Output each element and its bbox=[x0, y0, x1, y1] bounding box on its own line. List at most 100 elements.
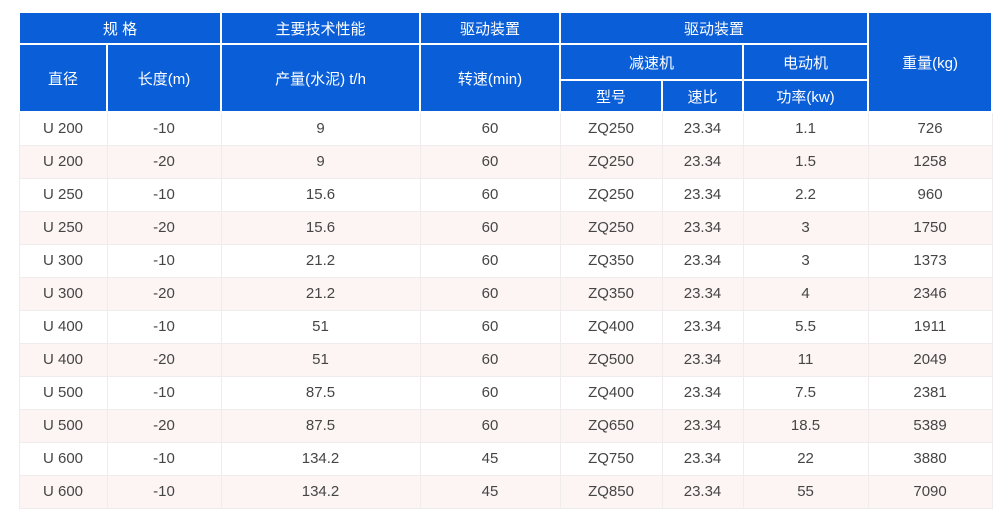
table-cell: U 500 bbox=[18, 375, 108, 410]
table-cell: 7.5 bbox=[742, 375, 869, 410]
table-row: U 600 -10 134.2 45 ZQ850 23.34 55 7090 bbox=[18, 474, 993, 509]
table-cell: 87.5 bbox=[220, 408, 421, 443]
table-cell: ZQ500 bbox=[559, 342, 663, 377]
table-cell: ZQ350 bbox=[559, 276, 663, 311]
table-row: U 400 -20 51 60 ZQ500 23.34 11 2049 bbox=[18, 342, 993, 377]
header-diameter: 直径 bbox=[18, 43, 108, 113]
table-cell: 3880 bbox=[867, 441, 993, 476]
table-cell: -20 bbox=[106, 144, 222, 179]
table-cell: 15.6 bbox=[220, 210, 421, 245]
header-output: 产量(水泥) t/h bbox=[220, 43, 422, 113]
table-cell: ZQ650 bbox=[559, 408, 663, 443]
table-cell: ZQ350 bbox=[559, 243, 663, 278]
table-cell: 60 bbox=[419, 309, 561, 344]
table-cell: 960 bbox=[867, 177, 993, 212]
header-motor: 电动机 bbox=[742, 43, 870, 81]
table-cell: ZQ250 bbox=[559, 177, 663, 212]
table-cell: -10 bbox=[106, 111, 222, 146]
header-reducer: 减速机 bbox=[559, 43, 745, 81]
table-cell: 2049 bbox=[867, 342, 993, 377]
table-cell: 23.34 bbox=[661, 474, 744, 509]
table-cell: U 400 bbox=[18, 309, 108, 344]
table-row: U 250 -20 15.6 60 ZQ250 23.34 3 1750 bbox=[18, 210, 993, 245]
table-cell: 23.34 bbox=[661, 144, 744, 179]
table-cell: 23.34 bbox=[661, 441, 744, 476]
table-cell: 60 bbox=[419, 111, 561, 146]
table-cell: 23.34 bbox=[661, 177, 744, 212]
table-cell: 9 bbox=[220, 111, 421, 146]
table-cell: -10 bbox=[106, 309, 222, 344]
table-cell: -10 bbox=[106, 177, 222, 212]
table-cell: 87.5 bbox=[220, 375, 421, 410]
table-row: U 600 -10 134.2 45 ZQ750 23.34 22 3880 bbox=[18, 441, 993, 476]
table-header: 规 格 主要技术性能 驱动装置 驱动装置 重量(kg) 直径 长度(m) 产量(… bbox=[17, 11, 994, 113]
table-cell: -20 bbox=[106, 276, 222, 311]
table-cell: 55 bbox=[742, 474, 869, 509]
table-cell: U 500 bbox=[18, 408, 108, 443]
table-cell: 23.34 bbox=[661, 408, 744, 443]
header-row-3: 型号 速比 功率(kw) bbox=[19, 79, 992, 113]
table-cell: 134.2 bbox=[220, 441, 421, 476]
table-cell: 60 bbox=[419, 144, 561, 179]
table-cell: 21.2 bbox=[220, 243, 421, 278]
table-cell: U 300 bbox=[18, 243, 108, 278]
table-cell: 134.2 bbox=[220, 474, 421, 509]
table-cell: 51 bbox=[220, 342, 421, 377]
table-row: U 200 -10 9 60 ZQ250 23.34 1.1 726 bbox=[18, 111, 993, 146]
table-cell: 18.5 bbox=[742, 408, 869, 443]
header-row-2: 直径 长度(m) 产量(水泥) t/h 转速(min) 减速机 电动机 bbox=[18, 43, 992, 113]
table-cell: 2346 bbox=[867, 276, 993, 311]
table-cell: 2.2 bbox=[742, 177, 869, 212]
table-cell: ZQ250 bbox=[559, 144, 663, 179]
table-cell: 60 bbox=[419, 210, 561, 245]
table-cell: U 600 bbox=[18, 474, 108, 509]
table-body: U 200 -10 9 60 ZQ250 23.34 1.1 726 U 200 -20 9 60 ZQ… bbox=[18, 111, 993, 509]
table-cell: 23.34 bbox=[661, 243, 744, 278]
table-row: U 400 -10 51 60 ZQ400 23.34 5.5 1911 bbox=[18, 309, 993, 344]
table-cell: 1.1 bbox=[742, 111, 869, 146]
table-cell: -20 bbox=[106, 210, 222, 245]
table-cell: 60 bbox=[419, 177, 561, 212]
table-row: U 200 -20 9 60 ZQ250 23.34 1.5 1258 bbox=[18, 144, 993, 179]
table-cell: U 400 bbox=[18, 342, 108, 377]
table-cell: -20 bbox=[106, 408, 222, 443]
table-cell: ZQ850 bbox=[559, 474, 663, 509]
table-cell: 1373 bbox=[867, 243, 993, 278]
table-cell: 3 bbox=[742, 243, 869, 278]
table-cell: 726 bbox=[867, 111, 993, 146]
table-cell: ZQ250 bbox=[559, 210, 663, 245]
table-cell: U 300 bbox=[18, 276, 108, 311]
table-row: U 300 -10 21.2 60 ZQ350 23.34 3 1373 bbox=[18, 243, 993, 278]
table-cell: 2381 bbox=[867, 375, 993, 410]
header-main-tech: 主要技术性能 bbox=[220, 11, 422, 45]
header-model: 型号 bbox=[559, 79, 664, 113]
table-cell: 3 bbox=[742, 210, 869, 245]
table-cell: 60 bbox=[419, 276, 561, 311]
header-length: 长度(m) bbox=[105, 43, 223, 113]
header-ratio: 速比 bbox=[661, 79, 745, 113]
header-speed: 转速(min) bbox=[419, 43, 562, 113]
table-cell: U 250 bbox=[18, 210, 108, 245]
header-drive-right: 驱动装置 bbox=[559, 11, 870, 45]
table-cell: 45 bbox=[419, 441, 561, 476]
table-cell: 23.34 bbox=[661, 375, 744, 410]
table-cell: U 200 bbox=[18, 144, 108, 179]
table-cell: U 250 bbox=[18, 177, 108, 212]
table-cell: ZQ400 bbox=[559, 375, 663, 410]
table-cell: 60 bbox=[419, 408, 561, 443]
table-cell: 23.34 bbox=[661, 276, 744, 311]
table-cell: -10 bbox=[106, 441, 222, 476]
table-cell: -10 bbox=[106, 243, 222, 278]
table-cell: 1258 bbox=[867, 144, 993, 179]
table-cell: 1.5 bbox=[742, 144, 869, 179]
table-cell: 60 bbox=[419, 375, 561, 410]
table-cell: 9 bbox=[220, 144, 421, 179]
table-cell: 1911 bbox=[867, 309, 993, 344]
table-row: U 300 -20 21.2 60 ZQ350 23.34 4 2346 bbox=[18, 276, 993, 311]
table-cell: 23.34 bbox=[661, 309, 744, 344]
table-cell: 23.34 bbox=[661, 210, 744, 245]
table-cell: U 600 bbox=[18, 441, 108, 476]
table-cell: 60 bbox=[419, 342, 561, 377]
table-cell: 15.6 bbox=[220, 177, 421, 212]
table-row: U 500 -20 87.5 60 ZQ650 23.34 18.5 5389 bbox=[18, 408, 993, 443]
